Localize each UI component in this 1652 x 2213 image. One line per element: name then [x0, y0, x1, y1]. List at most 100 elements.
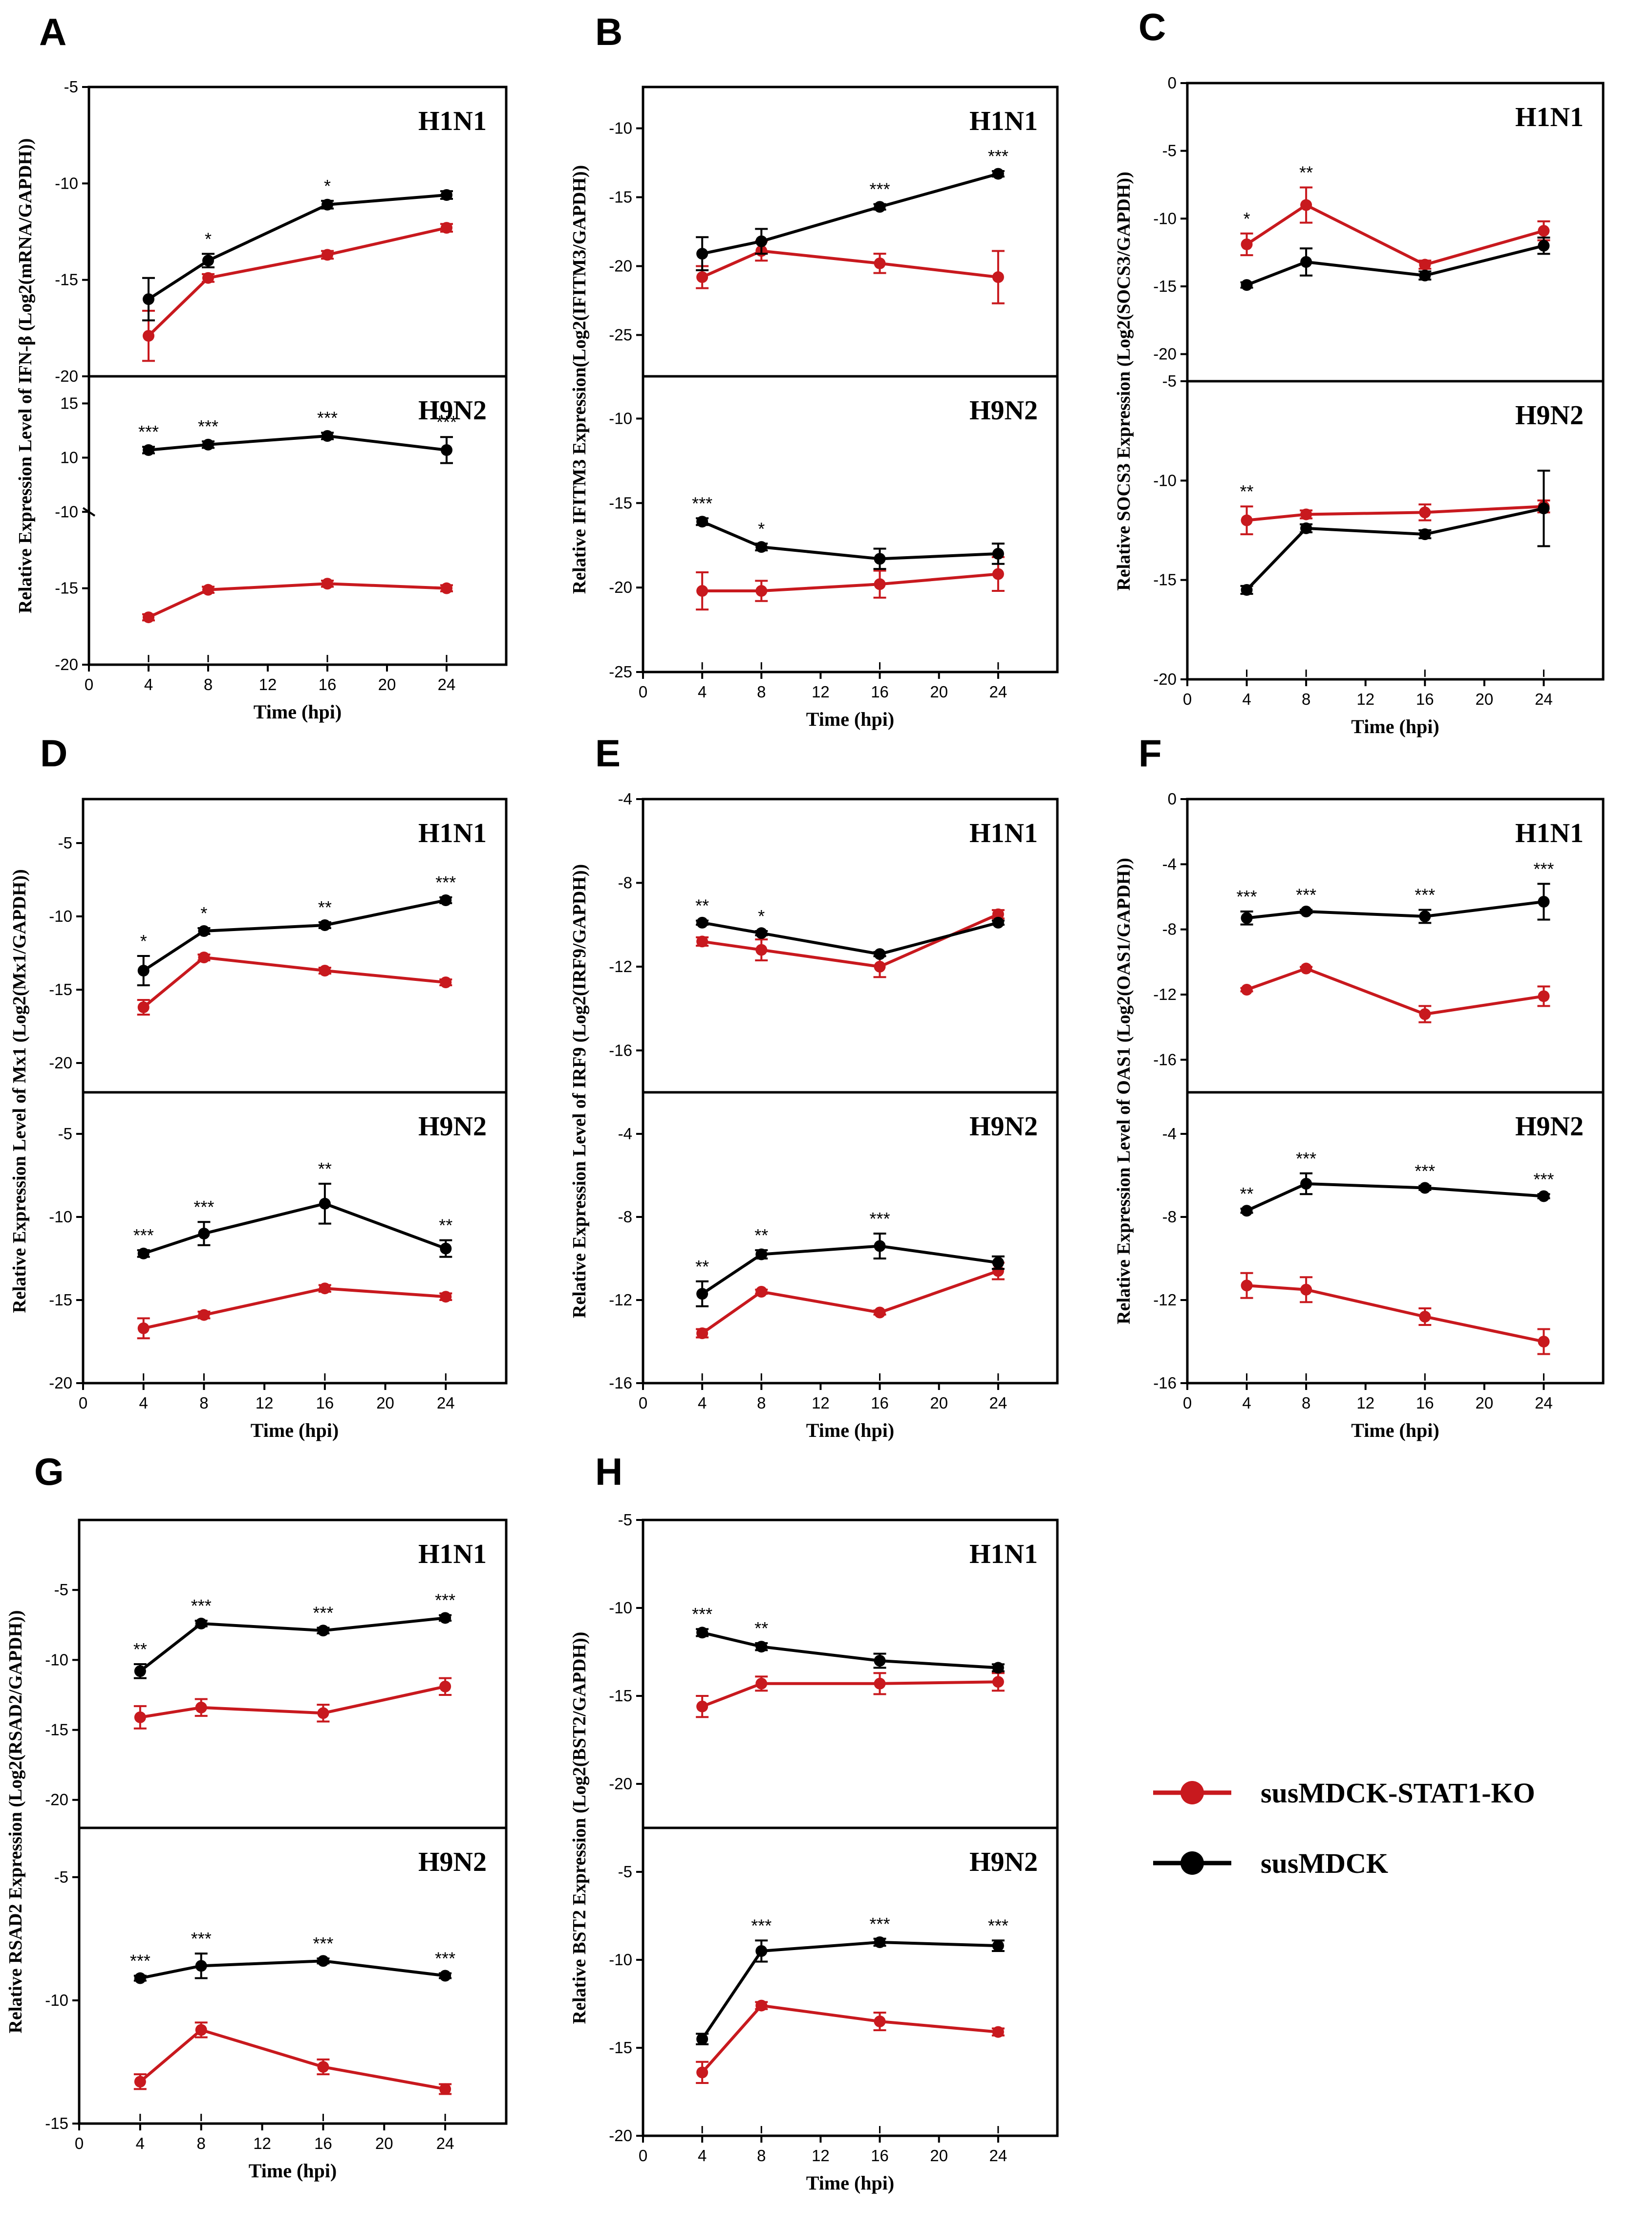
series-wt [696, 516, 1005, 570]
y-tick-label: -8 [1162, 920, 1177, 938]
series-ko [133, 2021, 452, 2095]
data-point-ko [1300, 1283, 1312, 1296]
series-wt [133, 1953, 452, 1984]
significance-label: * [324, 176, 331, 196]
y-tick-label: -10 [49, 1208, 72, 1226]
significance-label: *** [435, 1590, 455, 1610]
y-tick-label: -12 [609, 957, 632, 976]
x-tick-label: 24 [989, 683, 1007, 701]
series-ko [133, 1677, 452, 1730]
x-tick-label: 4 [136, 2134, 145, 2152]
virus-label: H9N2 [418, 1847, 487, 1877]
x-tick-label: 0 [639, 2147, 647, 2165]
data-point-wt [755, 541, 768, 553]
data-point-wt [696, 1627, 708, 1639]
significance-label: *** [138, 422, 159, 442]
series-ko [137, 952, 452, 1016]
series-wt [142, 430, 453, 464]
data-point-wt [202, 438, 214, 451]
significance-label: *** [1296, 885, 1316, 905]
data-point-ko [198, 952, 210, 963]
data-point-ko [1538, 1336, 1550, 1347]
significance-label: *** [435, 1948, 455, 1968]
data-point-ko [696, 1327, 708, 1339]
y-tick-label: -15 [609, 494, 632, 512]
data-point-wt [143, 444, 154, 456]
data-point-ko [195, 2024, 207, 2036]
y-tick-label: -10 [45, 1650, 68, 1669]
panel-d: D 0 4 8 12 16 20 24 Time (hpi) Relative Expressio… [9, 732, 508, 1441]
data-point-wt [755, 1641, 768, 1653]
x-tick-label: 12 [812, 683, 830, 701]
significance-label: *** [198, 416, 218, 436]
data-point-wt [195, 1960, 207, 1972]
y-upper-tick-label: 10 [60, 448, 78, 466]
y-tick-label: -8 [618, 1208, 632, 1226]
x-tick-label: 8 [199, 1394, 208, 1412]
y-tick-label: -4 [618, 790, 632, 808]
data-point-wt [137, 1247, 150, 1259]
y-tick-label: -15 [49, 1291, 72, 1309]
significance-label: *** [988, 146, 1008, 166]
series-line-ko [1246, 967, 1544, 1016]
x-tick-label: 16 [319, 675, 337, 694]
panel-letter: E [595, 732, 621, 775]
data-point-ko [143, 330, 154, 342]
y-tick-label: -10 [55, 174, 78, 192]
virus-label: H1N1 [969, 818, 1038, 848]
data-point-ko [992, 271, 1004, 283]
y-tick-label: -15 [45, 2114, 68, 2132]
y-tick-label: -20 [609, 2126, 632, 2145]
data-point-wt [440, 894, 452, 906]
data-point-ko [874, 960, 886, 973]
data-point-ko [696, 2066, 708, 2079]
significance-label: * [200, 903, 207, 923]
x-tick-label: 4 [698, 683, 707, 701]
significance-label: *** [870, 179, 890, 199]
x-tick-label: 24 [437, 1394, 455, 1412]
data-point-ko [134, 2076, 146, 2088]
data-point-ko [1300, 199, 1312, 211]
legend-ko-label: susMDCK-STAT1-KO [1261, 1777, 1535, 1809]
significance-label: *** [193, 1197, 214, 1217]
series-line-wt [702, 1631, 999, 1670]
series-line-ko [701, 249, 999, 279]
data-point-wt [992, 548, 1004, 560]
series-line-wt [143, 1202, 447, 1255]
data-point-ko [1300, 962, 1312, 975]
data-point-wt [134, 1665, 146, 1677]
data-point-ko [874, 1677, 886, 1690]
significance-label: *** [313, 1933, 333, 1953]
significance-label: * [140, 931, 147, 951]
significance-label: *** [1415, 885, 1435, 905]
series-wt [1240, 470, 1550, 596]
x-tick-label: 4 [1242, 690, 1251, 708]
y-tick-label: 0 [1168, 74, 1177, 92]
data-point-wt [755, 1945, 768, 1957]
data-point-ko [874, 578, 886, 590]
data-point-wt [874, 553, 886, 565]
series-line-wt [702, 172, 999, 256]
panel-letter: F [1138, 732, 1162, 775]
series-line-wt [143, 899, 446, 972]
data-point-wt [1300, 1178, 1312, 1190]
panel-h: H 0 4 8 12 16 20 24 Time (hpi) Relative BST2 Expr… [569, 1450, 1059, 2194]
x-tick-label: 0 [85, 675, 93, 694]
data-point-ko [441, 582, 452, 594]
x-tick-label: 24 [1535, 1394, 1553, 1412]
data-point-ko [137, 1001, 150, 1013]
y-tick-label: -20 [609, 578, 632, 596]
series-ko [1240, 1272, 1550, 1355]
y-tick-label: -10 [609, 1951, 632, 1969]
y-tick-label: -12 [1153, 1291, 1177, 1309]
y-tick-label: -5 [618, 1863, 632, 1881]
series-wt [696, 1627, 1005, 1674]
data-point-ko [1241, 514, 1253, 526]
data-point-ko [1241, 238, 1253, 250]
subplot-h9n2: -5 -10 -15 -20 H9N2 ** [1153, 372, 1584, 688]
x-tick-label: 16 [314, 2134, 332, 2152]
